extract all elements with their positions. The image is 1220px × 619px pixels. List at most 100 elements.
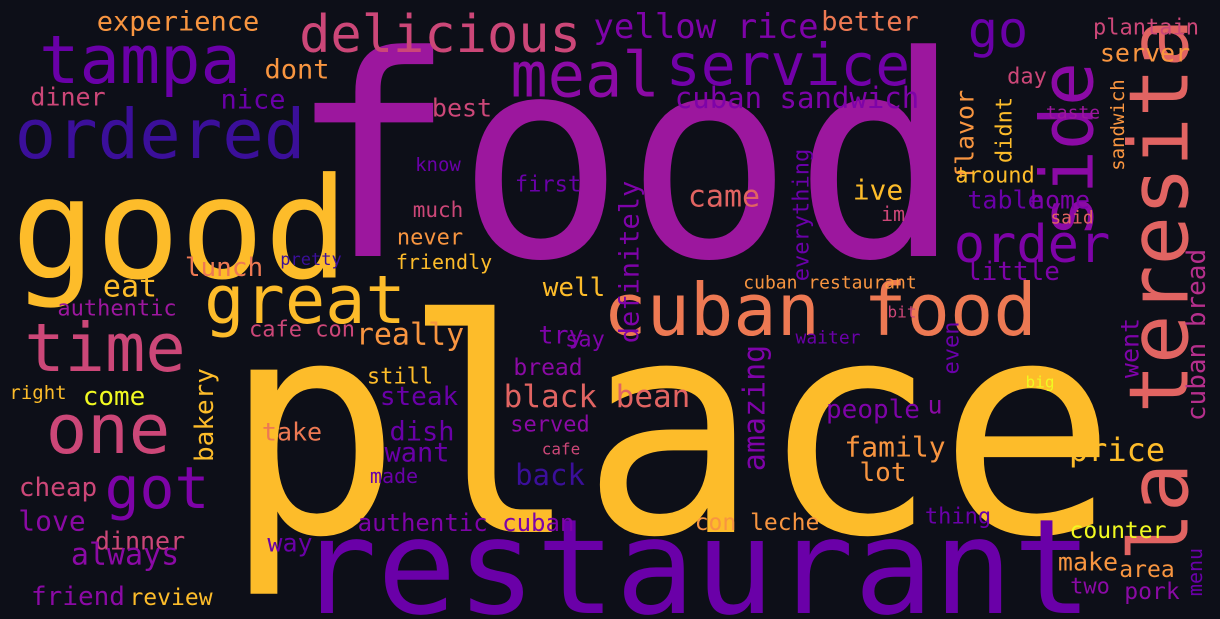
word: price (1069, 431, 1165, 469)
word: la teresita (1113, 18, 1208, 561)
word: cheap (19, 473, 97, 503)
word: counter (1070, 518, 1167, 544)
word: con leche (695, 510, 820, 536)
word: two (1070, 575, 1110, 600)
word: went (1116, 318, 1145, 378)
word: love (18, 505, 85, 538)
word: service (666, 31, 910, 99)
word: made (370, 464, 418, 488)
word: food (288, 0, 962, 323)
word: thing (925, 505, 991, 530)
word: people (826, 395, 920, 425)
word: bakery (190, 368, 220, 462)
word: dish (389, 417, 454, 448)
word: still (367, 365, 433, 390)
word: take (262, 418, 322, 447)
word: right (9, 382, 66, 404)
word: home (1030, 186, 1090, 215)
word: bread (513, 355, 582, 381)
word: taste (1046, 103, 1100, 124)
word: lunch (185, 253, 263, 283)
word: diner (30, 83, 105, 112)
word: come (83, 382, 146, 412)
word: way (267, 529, 312, 558)
word: family (844, 431, 945, 464)
word: bit (888, 303, 917, 322)
word: well (543, 273, 606, 303)
word: really (356, 318, 464, 353)
word: dinner (95, 527, 185, 556)
word: day (1007, 65, 1047, 90)
word: cuban food (603, 268, 1036, 352)
word: eat (103, 270, 157, 305)
word: black bean (504, 379, 691, 415)
word: definitely (615, 181, 646, 344)
word: table (967, 186, 1042, 215)
word: authentic (57, 297, 176, 322)
word: menu (1183, 548, 1207, 596)
word: u (927, 391, 942, 420)
word: area (1119, 557, 1174, 583)
word: ordered (15, 95, 306, 175)
word: amazing (738, 345, 773, 471)
word: meal (510, 39, 659, 112)
word: delicious (299, 5, 581, 65)
word: much (413, 198, 464, 222)
word: review (129, 585, 212, 611)
word: even (940, 322, 965, 375)
word: try (538, 321, 583, 350)
word: side (1026, 62, 1111, 238)
word: flavor (951, 90, 980, 180)
word: pork (1124, 579, 1180, 605)
word: cuban sandwich (675, 81, 919, 115)
word: go (968, 1, 1028, 59)
word: steak (380, 382, 459, 412)
word: cafe (542, 440, 581, 459)
word: im (881, 202, 905, 226)
word: cuban bread (1182, 249, 1212, 421)
word: first (515, 173, 581, 198)
word: sandwich (1107, 79, 1129, 171)
word: place (223, 257, 1117, 603)
word: server (1100, 39, 1190, 68)
word: yellow rice (593, 7, 818, 47)
word: everything (790, 149, 815, 281)
word: time (24, 309, 185, 387)
word: little (966, 257, 1060, 287)
word: restaurant (298, 491, 1093, 619)
word: always (71, 538, 179, 573)
word: say (565, 328, 605, 353)
word: best (432, 94, 492, 123)
word: plantain (1093, 16, 1199, 41)
word: friendly (396, 250, 492, 274)
word: around (955, 164, 1034, 189)
word: came (688, 180, 760, 215)
word: good (11, 149, 348, 312)
word: great (204, 261, 406, 339)
word: never (397, 226, 463, 251)
word: ive (853, 174, 904, 207)
word: nice (220, 85, 285, 116)
word: big (1026, 373, 1055, 392)
word: didnt (993, 97, 1018, 163)
word: pretty (280, 250, 341, 270)
word: served (510, 413, 589, 438)
word: waiter (795, 328, 860, 349)
word: friend (31, 582, 125, 612)
word: cuban restaurant (743, 273, 916, 294)
word: dont (264, 55, 329, 86)
word: know (415, 154, 461, 176)
word: experience (97, 7, 260, 38)
word: tampa (39, 21, 241, 99)
word: said (1050, 208, 1093, 229)
word: better (821, 7, 919, 38)
word: back (515, 458, 585, 492)
word: order (954, 215, 1111, 275)
word: want (384, 438, 449, 469)
word: make (1058, 548, 1118, 577)
word: lot (860, 458, 907, 488)
word: cafe con (249, 318, 355, 343)
